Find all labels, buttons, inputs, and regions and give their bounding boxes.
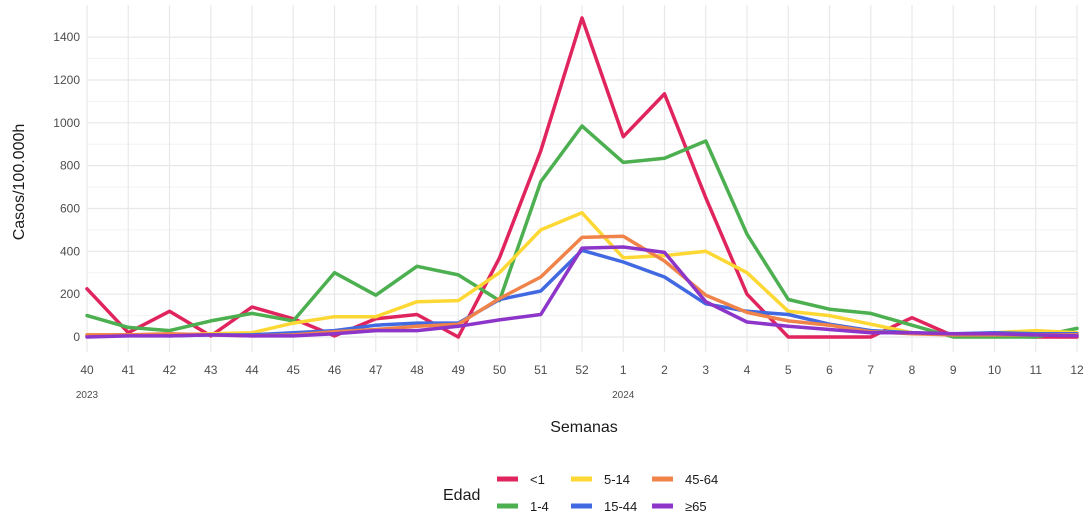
y-tick-label: 400 <box>60 244 80 258</box>
x-tick-label: 40 <box>80 363 94 377</box>
series-line <box>85 16 1079 339</box>
y-tick-label: 1400 <box>53 30 80 44</box>
y-tick-labels: 0 200 400 600 800 1000 1200 1400 <box>53 30 80 344</box>
x-tick-label: 44 <box>245 363 259 377</box>
x-tick-label: 48 <box>410 363 424 377</box>
x-axis-title: Semanas <box>550 419 618 436</box>
x-tick-label: 42 <box>163 363 177 377</box>
legend-label: 45-64 <box>685 472 718 487</box>
y-tick-label: 200 <box>60 287 80 301</box>
y-tick-label: 1200 <box>53 73 80 87</box>
year-labels: 2023 2024 <box>76 390 635 401</box>
year-label: 2023 <box>76 390 99 401</box>
x-tick-label: 6 <box>826 363 833 377</box>
x-tick-label: 50 <box>493 363 507 377</box>
x-tick-label: 46 <box>328 363 342 377</box>
x-tick-label: 12 <box>1070 363 1084 377</box>
series-lines <box>85 16 1079 339</box>
year-label: 2024 <box>612 390 635 401</box>
x-tick-label: 51 <box>534 363 548 377</box>
y-tick-label: 600 <box>60 201 80 215</box>
legend-label: <1 <box>530 472 545 487</box>
x-tick-label: 5 <box>785 363 792 377</box>
series-line <box>85 245 1079 339</box>
x-tick-label: 1 <box>620 363 627 377</box>
x-tick-label: 8 <box>909 363 916 377</box>
legend-label: ≥65 <box>685 499 707 514</box>
x-tick-label: 11 <box>1030 363 1043 377</box>
legend-label: 5-14 <box>604 472 630 487</box>
series-line <box>85 124 1079 339</box>
legend-title: Edad <box>443 487 480 504</box>
x-tick-label: 9 <box>950 363 957 377</box>
x-tick-label: 10 <box>988 363 1002 377</box>
x-tick-label: 41 <box>122 363 136 377</box>
x-tick-label: 47 <box>369 363 383 377</box>
x-tick-label: 2 <box>661 363 668 377</box>
x-tick-label: 49 <box>452 363 466 377</box>
x-tick-label: 45 <box>287 363 301 377</box>
x-tick-label: 7 <box>867 363 874 377</box>
legend-label: 1-4 <box>530 499 549 514</box>
y-tick-label: 1000 <box>53 116 80 130</box>
legend-label: 15-44 <box>604 499 637 514</box>
x-tick-label: 3 <box>702 363 709 377</box>
grid <box>86 5 1078 352</box>
x-tick-label: 52 <box>575 363 589 377</box>
x-tick-label: 4 <box>744 363 751 377</box>
y-tick-label: 800 <box>60 159 80 173</box>
y-axis-title: Casos/100.000h <box>11 124 28 241</box>
y-tick-label: 0 <box>73 330 80 344</box>
x-tick-label: 43 <box>204 363 218 377</box>
x-tick-labels: 40 41 42 43 44 45 46 47 48 49 50 51 52 1 2 3 4 5 6 7 8 9 10 11 1… <box>80 363 1084 377</box>
legend: Edad <1 1-4 5-14 15-44 45-64 ≥65 <box>443 472 718 514</box>
